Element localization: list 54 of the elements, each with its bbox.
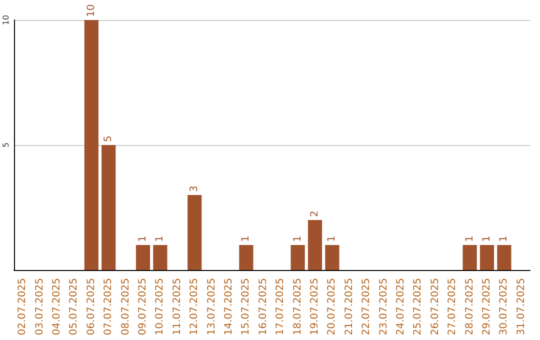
x-tick-label: 29.07.2025 bbox=[482, 278, 492, 336]
bar bbox=[308, 220, 322, 270]
x-tick-label: 13.07.2025 bbox=[206, 278, 218, 336]
bar bbox=[290, 245, 305, 270]
x-tick-label: 10.07.2025 bbox=[154, 278, 166, 336]
bar bbox=[136, 245, 150, 270]
data-label: 5 bbox=[103, 136, 114, 142]
x-tick-label: 23.07.2025 bbox=[378, 278, 390, 336]
x-tick-label: 18.07.2025 bbox=[292, 278, 304, 336]
data-label: 1 bbox=[498, 236, 510, 242]
x-tick-label: 16.07.2025 bbox=[258, 278, 269, 336]
bar bbox=[153, 245, 168, 270]
bar bbox=[497, 245, 512, 270]
x-tick-label: 07.07.2025 bbox=[103, 278, 114, 336]
x-tick-label: 27.07.2025 bbox=[447, 278, 458, 336]
bar bbox=[102, 145, 116, 270]
x-tick-label: 05.07.2025 bbox=[68, 278, 80, 336]
x-tick-label: 15.07.2025 bbox=[240, 278, 252, 336]
bar bbox=[84, 20, 98, 270]
x-tick-label: 21.07.2025 bbox=[344, 278, 355, 336]
x-tick-label: 02.07.2025 bbox=[17, 278, 28, 336]
x-tick-label: 28.07.2025 bbox=[464, 278, 476, 336]
x-tick-label: 06.07.2025 bbox=[86, 278, 97, 336]
data-label: 1 bbox=[138, 236, 148, 242]
data-label: 1 bbox=[326, 236, 338, 242]
x-tick-label: 03.07.2025 bbox=[34, 278, 46, 336]
data-label: 10 bbox=[86, 4, 97, 17]
x-tick-label: 12.07.2025 bbox=[189, 278, 200, 336]
data-label: 1 bbox=[292, 236, 304, 242]
data-label: 2 bbox=[310, 210, 320, 217]
bar bbox=[480, 245, 494, 270]
x-tick-label: 22.07.2025 bbox=[361, 278, 372, 336]
bar bbox=[462, 245, 477, 270]
bar bbox=[239, 245, 254, 270]
data-label: 1 bbox=[464, 236, 476, 242]
x-tick-label: 31.07.2025 bbox=[516, 278, 527, 336]
x-tick-label: 25.07.2025 bbox=[412, 278, 424, 336]
data-label: 1 bbox=[240, 236, 252, 242]
x-tick-label: 14.07.2025 bbox=[224, 278, 234, 336]
bar bbox=[325, 245, 340, 270]
x-tick-label: 09.07.2025 bbox=[138, 278, 148, 336]
x-tick-label: 17.07.2025 bbox=[275, 278, 286, 336]
bar bbox=[188, 195, 202, 270]
data-label: 1 bbox=[482, 236, 492, 242]
x-tick-label: 19.07.2025 bbox=[310, 278, 320, 336]
x-tick-label: 11.07.2025 bbox=[172, 278, 183, 336]
x-tick-label: 20.07.2025 bbox=[326, 278, 338, 336]
x-tick-label: 24.07.2025 bbox=[396, 278, 406, 336]
data-label: 3 bbox=[189, 186, 200, 192]
x-tick-label: 04.07.2025 bbox=[52, 278, 62, 336]
data-label: 1 bbox=[154, 236, 166, 242]
x-tick-label: 30.07.2025 bbox=[498, 278, 510, 336]
x-tick-label: 26.07.2025 bbox=[430, 278, 441, 336]
x-tick-label: 08.07.2025 bbox=[120, 278, 132, 336]
